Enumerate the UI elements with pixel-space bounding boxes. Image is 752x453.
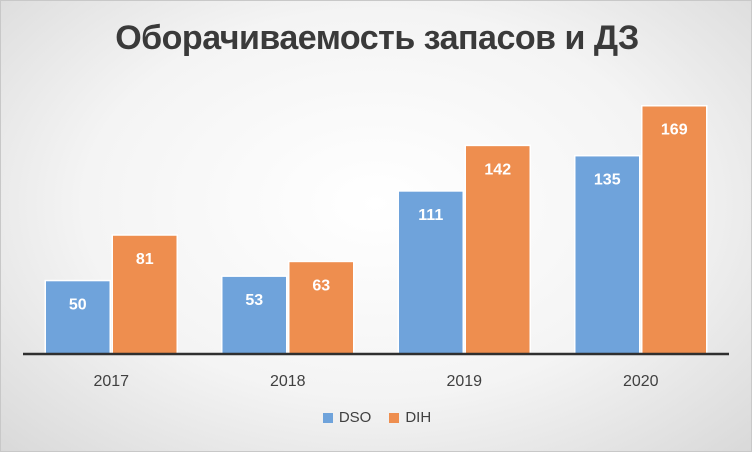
x-tick-label-2017: 2017 (93, 373, 129, 390)
x-tick-label-2018: 2018 (270, 373, 306, 390)
bar-dso-2017 (44, 279, 111, 355)
ticks-layer: 2017 2018 2019 2020 (93, 373, 658, 390)
x-tick-label-2020: 2020 (623, 373, 659, 390)
data-label-dih-2020: 169 (661, 122, 688, 139)
data-label-dih-2019: 142 (484, 161, 511, 178)
data-label-dih-2017: 81 (136, 251, 154, 268)
x-tick-label-2019: 2019 (446, 373, 482, 390)
data-label-dso-2018: 53 (245, 292, 263, 309)
bars-layer: 50 81 53 63 111 142 135 169 (44, 104, 708, 355)
bar-dih-2018 (288, 260, 355, 355)
bar-dso-2018 (221, 275, 288, 355)
bar-dih-2019 (464, 144, 531, 355)
bar-dso-2019 (397, 190, 464, 355)
data-label-dso-2019: 111 (418, 207, 443, 224)
bar-dih-2017 (111, 234, 178, 355)
legend-item-dso: DSO (322, 409, 372, 426)
data-label-dso-2020: 135 (594, 172, 621, 189)
legend-label-dso: DSO (338, 409, 372, 426)
legend: DSO DIH (1, 409, 752, 426)
data-label-dso-2017: 50 (69, 297, 87, 314)
chart-title: Оборачиваемость запасов и ДЗ (115, 19, 639, 57)
bar-dih-2020 (641, 104, 708, 355)
legend-item-dih: DIH (389, 409, 431, 426)
data-label-dih-2018: 63 (312, 277, 330, 294)
legend-swatch-dih (389, 412, 400, 423)
legend-label-dih: DIH (405, 409, 432, 426)
legend-swatch-dso (322, 412, 333, 423)
